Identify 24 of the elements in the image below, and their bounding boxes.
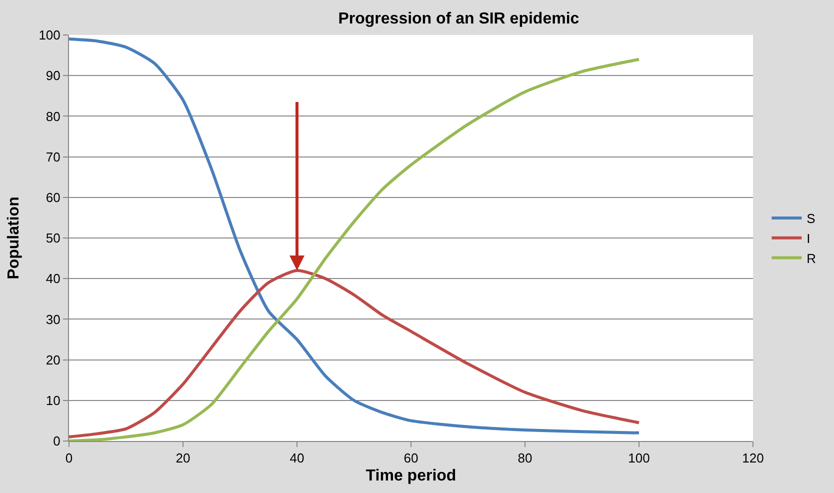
legend-label: I xyxy=(806,230,810,246)
x-tick-label: 40 xyxy=(290,450,304,466)
legend-label: S xyxy=(806,211,816,226)
legend-label: R xyxy=(806,250,816,266)
x-axis-title: Time period xyxy=(366,467,456,484)
y-tick-label: 30 xyxy=(46,312,60,327)
y-tick-label: 40 xyxy=(46,271,60,286)
y-tick-label: 60 xyxy=(46,190,60,205)
y-tick-label: 70 xyxy=(46,149,60,164)
chart-title: Progression of an SIR epidemic xyxy=(338,10,580,28)
x-tick-label: 20 xyxy=(176,450,190,466)
y-tick-label: 10 xyxy=(46,392,60,408)
y-axis-title: Population xyxy=(6,196,23,280)
x-tick-label: 60 xyxy=(404,450,418,466)
x-tick-label: 100 xyxy=(628,450,650,466)
y-tick-label: 0 xyxy=(53,434,60,449)
y-tick-label: 80 xyxy=(46,108,60,124)
y-tick-label: 90 xyxy=(46,68,60,84)
x-tick-label: 0 xyxy=(65,450,73,466)
x-tick-label: 120 xyxy=(742,450,764,466)
y-tick-label: 50 xyxy=(46,230,60,246)
x-tick-label: 80 xyxy=(518,450,532,466)
y-tick-label: 20 xyxy=(46,352,60,368)
y-tick-label: 100 xyxy=(38,28,60,43)
